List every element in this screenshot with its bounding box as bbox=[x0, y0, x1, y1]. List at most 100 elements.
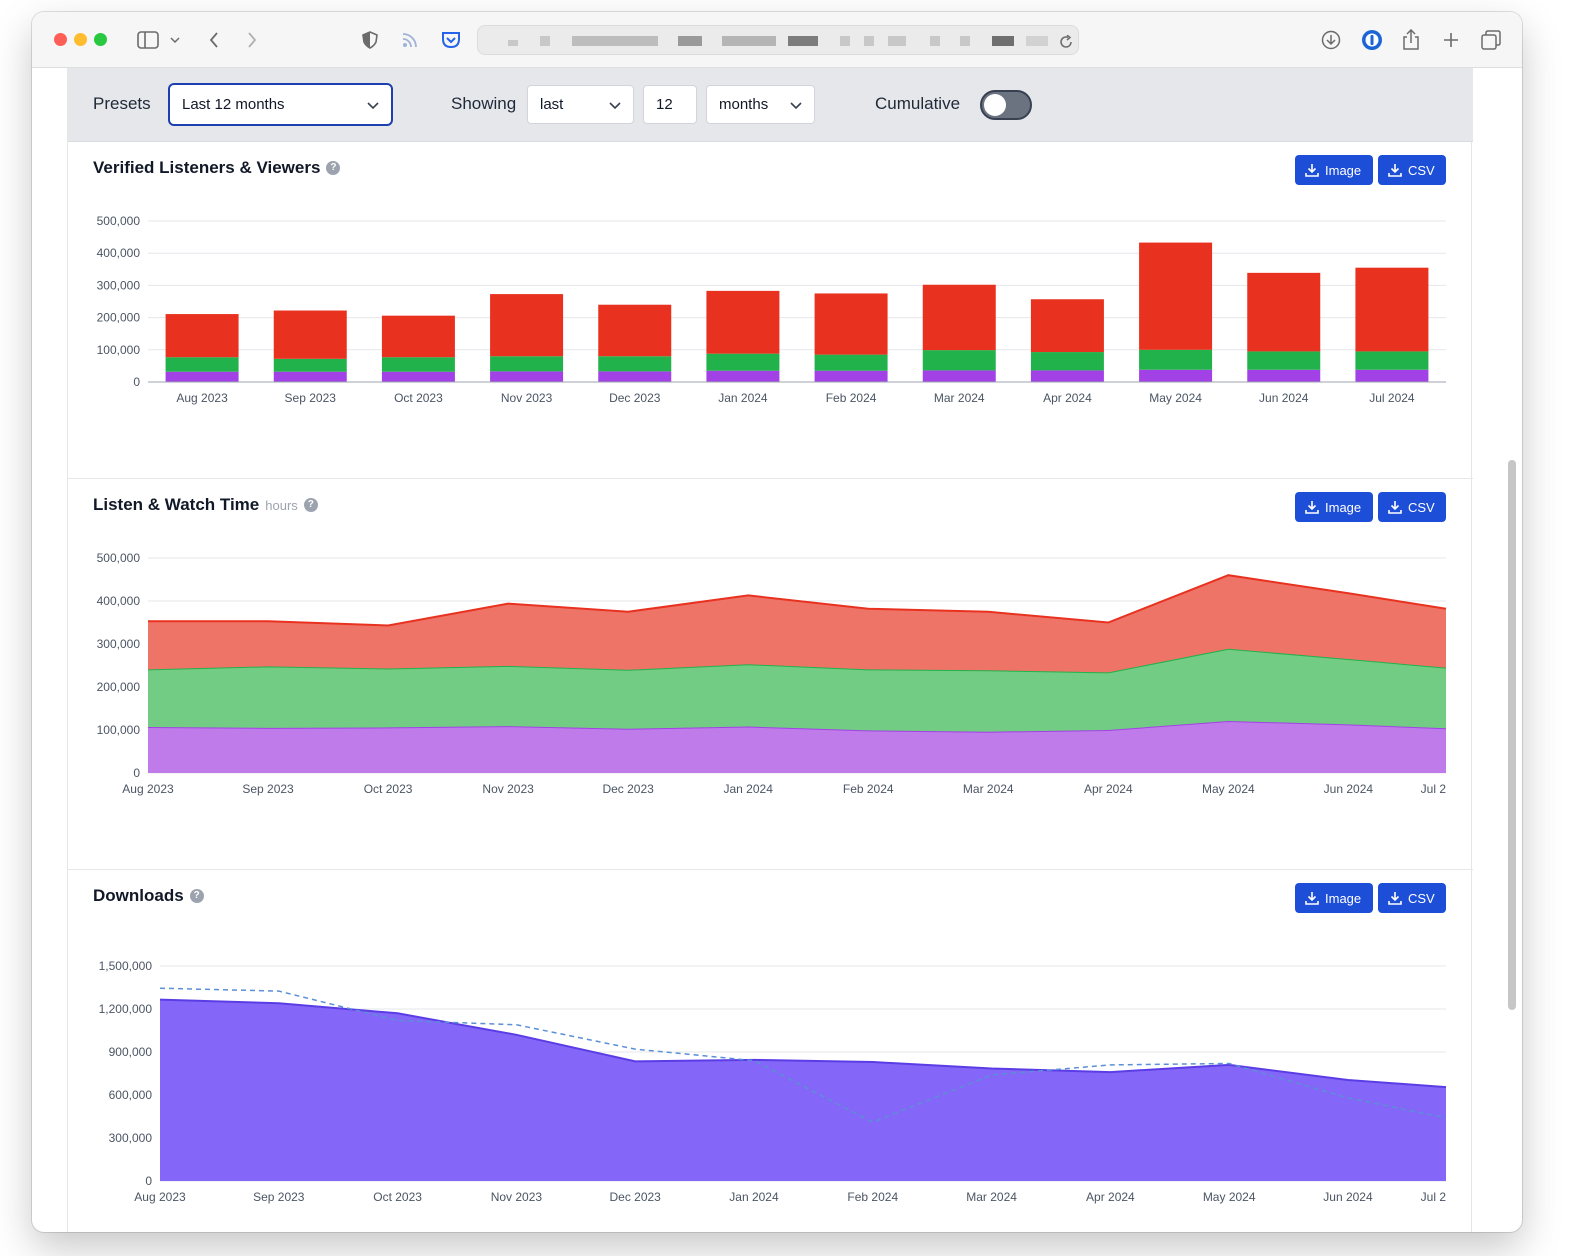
x-tick-label: Sep 2023 bbox=[285, 391, 337, 405]
image-label: Image bbox=[1325, 890, 1362, 906]
cumulative-toggle[interactable] bbox=[980, 90, 1032, 120]
chevron-down-icon[interactable] bbox=[168, 29, 182, 51]
download-icon bbox=[1388, 501, 1402, 514]
filter-bar: Presets Last 12 months Showing last 12 m… bbox=[68, 68, 1473, 142]
tab-overview-icon[interactable] bbox=[1480, 29, 1502, 51]
bar-segment bbox=[490, 294, 564, 357]
bar-segment bbox=[598, 304, 672, 357]
unit-label: hours bbox=[265, 497, 298, 513]
y-tick-label: 1,200,000 bbox=[99, 1002, 153, 1016]
x-tick-label: Oct 2023 bbox=[373, 1190, 422, 1204]
back-icon[interactable] bbox=[206, 29, 222, 51]
area-series bbox=[148, 575, 1446, 673]
section-title-text: Downloads bbox=[93, 886, 184, 905]
bar-segment bbox=[381, 315, 455, 358]
password-manager-icon[interactable] bbox=[1360, 29, 1384, 51]
bar-segment bbox=[922, 284, 996, 351]
presets-label: Presets bbox=[93, 94, 151, 113]
bar-segment bbox=[706, 353, 780, 371]
area-series bbox=[148, 648, 1446, 732]
series-line bbox=[148, 574, 1447, 627]
bar-segment bbox=[273, 358, 347, 372]
y-tick-label: 300,000 bbox=[109, 1131, 153, 1145]
minimize-window-button[interactable] bbox=[74, 33, 87, 46]
new-tab-icon[interactable] bbox=[1440, 29, 1462, 51]
forward-icon[interactable] bbox=[244, 29, 260, 51]
showing-unit-value: months bbox=[719, 96, 769, 113]
x-tick-label: Dec 2023 bbox=[609, 1190, 661, 1204]
bar-segment bbox=[1139, 369, 1213, 382]
download-icon bbox=[1305, 164, 1319, 177]
reload-icon[interactable] bbox=[1058, 31, 1074, 53]
section-title: Downloads ? bbox=[93, 886, 204, 906]
x-tick-label: Nov 2023 bbox=[491, 1190, 543, 1204]
x-tick-label: Oct 2023 bbox=[364, 782, 413, 796]
image-label: Image bbox=[1325, 499, 1362, 515]
download-image-button[interactable]: Image bbox=[1295, 492, 1373, 522]
y-tick-label: 300,000 bbox=[97, 278, 141, 292]
bar-segment bbox=[922, 350, 996, 371]
bar-segment bbox=[814, 354, 888, 371]
page-scrollbar[interactable] bbox=[1508, 460, 1516, 1010]
showing-unit-select[interactable]: months bbox=[706, 85, 815, 124]
presets-select[interactable]: Last 12 months bbox=[168, 83, 393, 126]
x-tick-label: Jan 2024 bbox=[729, 1190, 779, 1204]
bar-segment bbox=[1030, 352, 1104, 371]
sidebar-icon[interactable] bbox=[136, 29, 160, 51]
showing-mode-select[interactable]: last bbox=[527, 85, 634, 124]
x-tick-label: Jun 2024 bbox=[1323, 1190, 1373, 1204]
help-icon[interactable]: ? bbox=[303, 498, 318, 512]
area-series bbox=[160, 999, 1446, 1181]
y-tick-label: 0 bbox=[133, 766, 140, 780]
showing-count-input[interactable]: 12 bbox=[643, 85, 697, 124]
bar-segment bbox=[1247, 351, 1321, 370]
downloads-icon[interactable] bbox=[1320, 29, 1342, 51]
rss-icon[interactable] bbox=[400, 29, 420, 51]
download-csv-button[interactable]: CSV bbox=[1378, 883, 1446, 913]
download-image-button[interactable]: Image bbox=[1295, 883, 1373, 913]
x-tick-label: Dec 2023 bbox=[609, 391, 661, 405]
bar-segment bbox=[1030, 370, 1104, 382]
shield-icon[interactable] bbox=[360, 29, 380, 51]
x-tick-label: May 2024 bbox=[1203, 1190, 1256, 1204]
x-tick-label: Jun 2024 bbox=[1259, 391, 1309, 405]
series-line bbox=[159, 998, 1447, 1089]
presets-value: Last 12 months bbox=[182, 96, 285, 113]
section-title-text: Verified Listeners & Viewers bbox=[93, 158, 321, 177]
x-tick-label: Jul 2024 bbox=[1369, 391, 1415, 405]
browser-window: Presets Last 12 months Showing last 12 m… bbox=[32, 12, 1522, 1232]
download-image-button[interactable]: Image bbox=[1295, 155, 1373, 185]
x-tick-label: Jul 2 bbox=[1421, 782, 1447, 796]
listeners-bar-chart: 500,000 400,000 300,000 200,000 100,000 0 Aug … bbox=[97, 214, 1446, 405]
y-tick-label: 100,000 bbox=[97, 723, 141, 737]
help-icon[interactable]: ? bbox=[326, 161, 341, 175]
bar-segment bbox=[381, 371, 455, 382]
share-icon[interactable] bbox=[1400, 29, 1422, 51]
bar-segment bbox=[1247, 272, 1321, 352]
close-window-button[interactable] bbox=[54, 33, 67, 46]
y-tick-label: 0 bbox=[133, 375, 140, 389]
download-icon bbox=[1388, 164, 1402, 177]
x-tick-label: Nov 2023 bbox=[482, 782, 534, 796]
x-tick-label: Sep 2023 bbox=[242, 782, 294, 796]
address-bar[interactable] bbox=[477, 25, 1079, 55]
help-icon[interactable]: ? bbox=[189, 889, 204, 903]
x-tick-label: Jan 2024 bbox=[718, 391, 768, 405]
y-tick-label: 0 bbox=[145, 1174, 152, 1188]
bar-segment bbox=[1355, 267, 1429, 352]
zoom-window-button[interactable] bbox=[94, 33, 107, 46]
download-icon bbox=[1305, 892, 1319, 905]
bar-segment bbox=[1355, 369, 1429, 382]
csv-label: CSV bbox=[1408, 499, 1435, 515]
x-tick-label: Feb 2024 bbox=[843, 782, 894, 796]
y-tick-label: 600,000 bbox=[109, 1088, 153, 1102]
pocket-icon[interactable] bbox=[440, 29, 462, 51]
bar-segment bbox=[273, 310, 347, 359]
y-tick-label: 500,000 bbox=[97, 214, 141, 228]
bar-segment bbox=[1030, 299, 1104, 353]
x-tick-label: Mar 2024 bbox=[966, 1190, 1017, 1204]
download-csv-button[interactable]: CSV bbox=[1378, 492, 1446, 522]
x-tick-label: Aug 2023 bbox=[134, 1190, 186, 1204]
download-csv-button[interactable]: CSV bbox=[1378, 155, 1446, 185]
bar-segment bbox=[381, 357, 455, 372]
